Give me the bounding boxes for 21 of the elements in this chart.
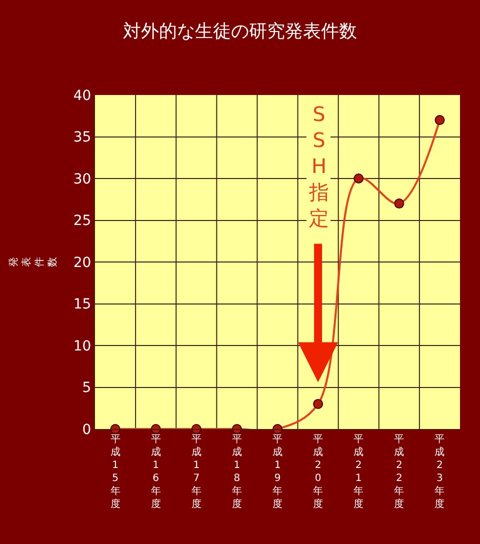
x-tick-label: 平成22年度: [394, 434, 404, 510]
x-tick-label: 平成19年度: [272, 434, 282, 510]
y-tick-label: 15: [73, 296, 92, 313]
y-axis-title: 発表件数: [8, 257, 58, 267]
y-tick-label: 10: [73, 338, 92, 354]
x-tick-label: 平成21年度: [354, 434, 364, 510]
y-tick-label: 25: [73, 213, 92, 230]
y-tick-label: 30: [73, 171, 92, 188]
y-tick-label: 5: [82, 380, 92, 396]
x-tick-label: 平成16年度: [150, 434, 161, 510]
x-tick-label: 平成20年度: [313, 434, 324, 510]
y-tick-label: 0: [82, 422, 92, 438]
y-tick-label: 35: [73, 130, 92, 146]
x-tick-label: 平成15年度: [110, 434, 120, 510]
y-tick-label: 40: [73, 88, 92, 104]
x-tick-label: 平成23年度: [434, 434, 445, 510]
x-tick-label: 平成17年度: [191, 434, 202, 510]
annotation: SSH指定: [308, 102, 329, 230]
x-tick-label: 平成18年度: [232, 434, 242, 510]
chart-title: 対外的な生徒の研究発表件数: [123, 21, 357, 42]
y-tick-label: 20: [73, 254, 92, 271]
